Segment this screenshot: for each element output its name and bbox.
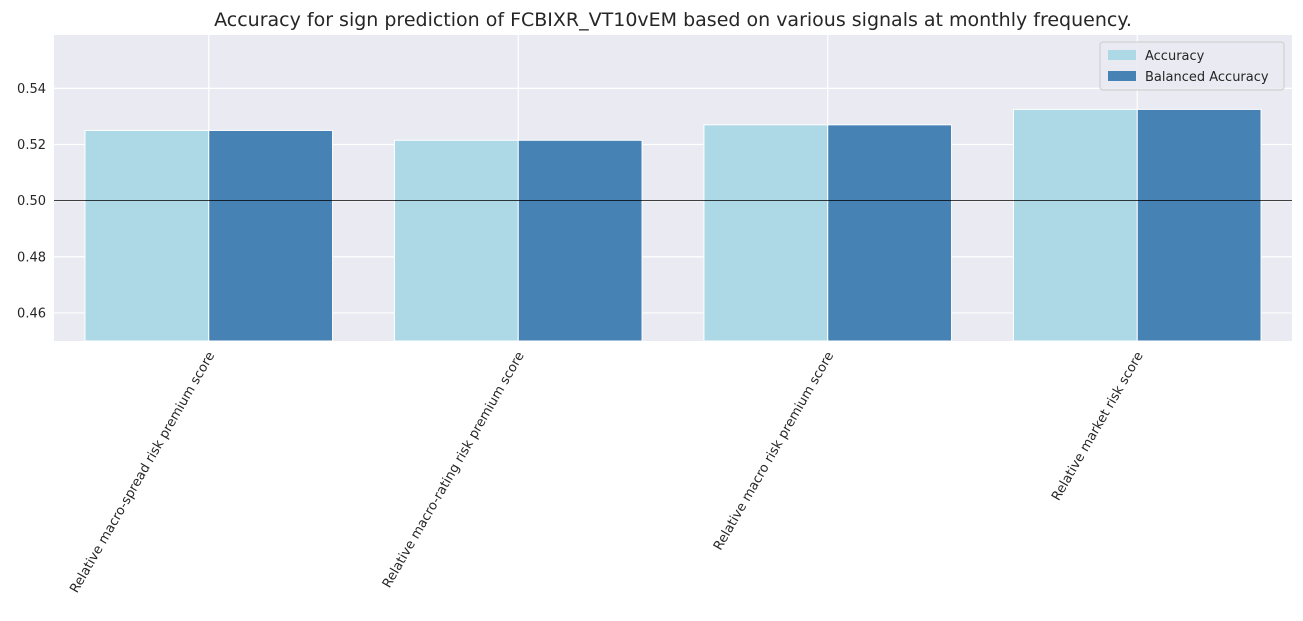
legend-label: Balanced Accuracy <box>1145 70 1269 85</box>
y-tick-label: 0.50 <box>17 194 46 209</box>
bar-balanced-accuracy <box>827 124 953 342</box>
bar-balanced-accuracy <box>208 129 334 342</box>
y-tick-label: 0.52 <box>17 138 46 153</box>
bar-accuracy <box>393 139 519 342</box>
bar-balanced-accuracy <box>517 139 643 342</box>
y-tick-label: 0.46 <box>17 306 46 321</box>
bar-accuracy <box>1012 108 1138 342</box>
bars <box>84 108 1262 342</box>
x-category-label: Relative market risk score <box>1049 350 1147 504</box>
legend-box <box>1099 41 1285 91</box>
bar-accuracy <box>84 129 210 342</box>
bar-balanced-accuracy <box>1136 108 1262 342</box>
legend-label: Accuracy <box>1145 49 1205 64</box>
chart-title: Accuracy for sign prediction of FCBIXR_V… <box>214 9 1132 31</box>
x-category-label: Relative macro-rating risk premium score <box>380 350 528 591</box>
bar-accuracy <box>703 124 829 342</box>
x-axis-category-labels: Relative macro-spread risk premium score… <box>67 349 1146 595</box>
y-tick-label: 0.54 <box>17 82 46 97</box>
legend-swatch <box>1108 50 1136 60</box>
legend-swatch <box>1108 71 1136 81</box>
legend: Accuracy Balanced Accuracy <box>1099 41 1285 91</box>
y-axis-ticks: 0.46 0.48 0.50 0.52 0.54 <box>17 82 46 322</box>
y-tick-label: 0.48 <box>17 250 46 265</box>
x-category-label: Relative macro-spread risk premium score <box>67 350 218 596</box>
x-category-label: Relative macro risk premium score <box>711 349 837 553</box>
